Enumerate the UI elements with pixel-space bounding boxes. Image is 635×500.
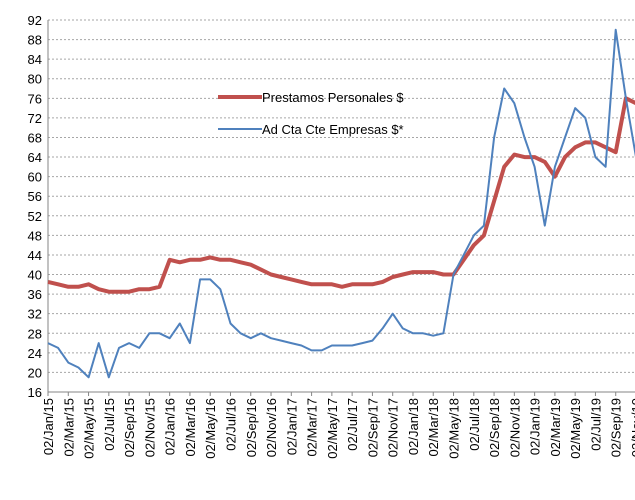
x-tick-label: 02/Mar/18: [426, 398, 441, 457]
y-tick-label: 16: [28, 385, 42, 400]
y-tick-label: 28: [28, 326, 42, 341]
legend-label: Ad Cta Cte Empresas $*: [262, 122, 404, 137]
x-tick-label: 02/Nov/17: [386, 398, 401, 457]
x-tick-label: 02/Jul/17: [345, 398, 360, 451]
y-tick-label: 88: [28, 33, 42, 48]
x-tick-label: 02/Mar/19: [548, 398, 563, 457]
y-tick-label: 64: [28, 150, 42, 165]
y-tick-label: 60: [28, 170, 42, 185]
series-line: [47, 96, 635, 294]
x-tick-label: 02/Jul/19: [588, 398, 603, 451]
y-tick-label: 40: [28, 268, 42, 283]
x-tick-label: 02/Jul/15: [102, 398, 117, 451]
x-tick-label: 02/Jan/17: [284, 398, 299, 455]
x-tick-label: 02/May/15: [82, 398, 97, 459]
y-tick-label: 84: [28, 52, 42, 67]
x-tick-label: 02/Jul/18: [467, 398, 482, 451]
x-tick-label: 02/May/19: [568, 398, 583, 459]
x-tick-label: 02/Jan/16: [163, 398, 178, 455]
legend-label: Prestamos Personales $: [262, 90, 404, 105]
y-tick-label: 36: [28, 287, 42, 302]
x-tick-label: 02/Jan/15: [41, 398, 56, 455]
y-tick-label: 56: [28, 189, 42, 204]
x-tick-label: 02/May/16: [203, 398, 218, 459]
x-tick-label: 02/Sep/15: [122, 398, 137, 457]
y-tick-label: 80: [28, 72, 42, 87]
y-tick-label: 76: [28, 91, 42, 106]
y-tick-label: 48: [28, 228, 42, 243]
y-tick-label: 52: [28, 209, 42, 224]
x-tick-label: 02/Jan/19: [528, 398, 543, 455]
y-tick-label: 68: [28, 130, 42, 145]
x-tick-label: 02/Nov/19: [629, 398, 635, 457]
y-tick-label: 32: [28, 307, 42, 322]
x-tick-label: 02/Sep/18: [487, 398, 502, 457]
x-tick-label: 02/Sep/16: [244, 398, 259, 457]
x-tick-label: 02/Mar/17: [305, 398, 320, 457]
series-line: [47, 28, 635, 379]
y-tick-label: 24: [28, 346, 42, 361]
x-tick-label: 02/Nov/18: [507, 398, 522, 457]
y-tick-label: 92: [28, 13, 42, 28]
y-tick-label: 44: [28, 248, 42, 263]
x-tick-label: 02/May/18: [447, 398, 462, 459]
x-tick-label: 02/Mar/15: [61, 398, 76, 457]
y-tick-label: 20: [28, 365, 42, 380]
x-tick-label: 02/Jul/16: [223, 398, 238, 451]
y-tick-label: 72: [28, 111, 42, 126]
x-tick-label: 02/Jan/18: [406, 398, 421, 455]
x-tick-label: 02/Nov/16: [264, 398, 279, 457]
x-tick-label: 02/Sep/17: [365, 398, 380, 457]
x-tick-label: 02/Mar/16: [183, 398, 198, 457]
x-tick-label: 02/Nov/15: [142, 398, 157, 457]
x-tick-label: 02/Sep/19: [609, 398, 624, 457]
x-tick-label: 02/May/17: [325, 398, 340, 459]
